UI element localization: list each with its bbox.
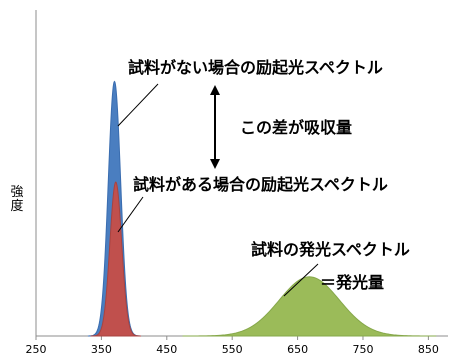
x-tick-label-450: 450	[156, 343, 177, 356]
leader-line-no-sample	[117, 83, 159, 127]
x-tick-label-650: 650	[287, 343, 308, 356]
leader-line-with-sample	[117, 196, 144, 233]
label-difference: この差が吸収量	[240, 118, 352, 137]
x-tick-label-250: 250	[26, 343, 47, 356]
x-tick-label-350: 350	[91, 343, 112, 356]
x-tick-labels: 250 350 450 550 650 750 850	[26, 343, 439, 356]
x-tick-label-750: 750	[352, 343, 373, 356]
label-emission-amount: ＝発光量	[320, 273, 384, 292]
x-tick-label-850: 850	[418, 343, 439, 356]
x-tick-marks	[35, 336, 429, 340]
x-tick-label-550: 550	[222, 343, 243, 356]
emission-area	[182, 276, 437, 337]
label-no-sample: 試料がない場合の励起光スペクトル	[128, 58, 383, 77]
label-emission: 試料の発光スペクトル	[251, 240, 410, 259]
y-axis-label: 強度	[10, 185, 24, 214]
leader-line-emission	[283, 263, 319, 297]
label-with-sample: 試料がある場合の励起光スペクトル	[133, 175, 388, 194]
excitation-with-sample-area	[90, 181, 141, 337]
